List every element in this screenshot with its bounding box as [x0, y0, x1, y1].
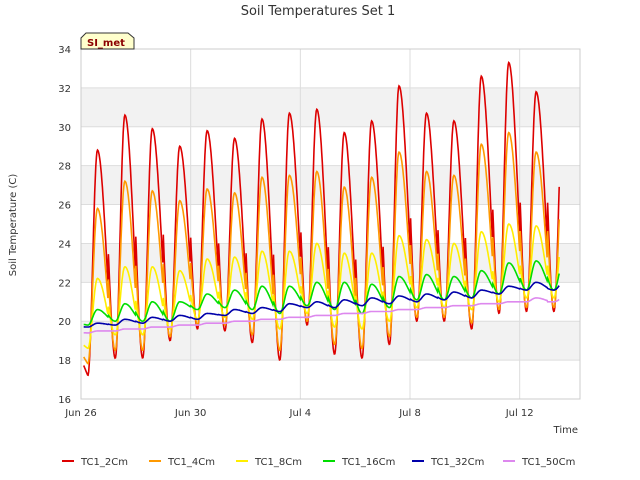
y-tick-label: 18: [58, 356, 71, 367]
legend-label: TC1_50Cm: [521, 457, 575, 468]
x-tick-label: Jun 30: [174, 408, 207, 419]
legend-label: TC1_16Cm: [341, 457, 395, 468]
series-lines: [82, 61, 560, 377]
y-tick-label: 16: [58, 395, 71, 406]
site-label: SI_met: [87, 38, 125, 49]
background-band: [81, 126, 580, 166]
x-tick-label: Jul 8: [398, 408, 421, 419]
background-band: [81, 165, 580, 205]
series-line-TC1_50Cm: [83, 297, 560, 334]
background-band: [81, 49, 580, 88]
chart-title: Soil Temperatures Set 1: [241, 4, 396, 19]
y-tick-label: 28: [58, 162, 71, 173]
legend-label: TC1_4Cm: [167, 457, 215, 468]
y-tick-label: 24: [58, 239, 71, 250]
y-tick-label: 20: [58, 317, 71, 328]
legend: TC1_2Cm TC1_4Cm TC1_8Cm TC1_16Cm TC1_32Cm TC1…: [62, 457, 575, 468]
legend-label: TC1_2Cm: [80, 457, 128, 468]
series-line-TC1_4Cm: [83, 131, 560, 365]
x-tick-label: Jul 4: [289, 408, 312, 419]
legend-label: TC1_32Cm: [430, 457, 484, 468]
series-line-TC1_2Cm: [82, 61, 560, 377]
y-tick-label: 34: [58, 45, 71, 56]
x-tick-label: Jul 12: [505, 408, 534, 419]
series-line-TC1_16Cm: [83, 260, 560, 326]
y-tick-label: 30: [58, 123, 71, 134]
plot-frame: [80, 48, 581, 400]
series-line-TC1_32Cm: [83, 281, 560, 328]
background-band: [81, 360, 580, 399]
y-tick-label: 32: [58, 84, 71, 95]
plot-background-bands: [81, 49, 580, 399]
x-tick-label: Jun 26: [64, 408, 97, 419]
y-tick-label: 26: [58, 201, 71, 212]
x-axis-ticks: Jun 26 Jun 30 Jul 4 Jul 8 Jul 12: [64, 408, 533, 419]
background-band: [81, 87, 580, 127]
series-line-TC1_8Cm: [83, 223, 560, 350]
x-axis-label: Time: [553, 425, 578, 436]
legend-label: TC1_8Cm: [254, 457, 302, 468]
y-axis-ticks: 16 18 20 22 24 26 28 30 32 34: [58, 45, 71, 406]
site-label-box: SI_met: [80, 32, 135, 50]
y-tick-label: 22: [58, 278, 71, 289]
y-axis-label: Soil Temperature (C): [8, 174, 19, 277]
